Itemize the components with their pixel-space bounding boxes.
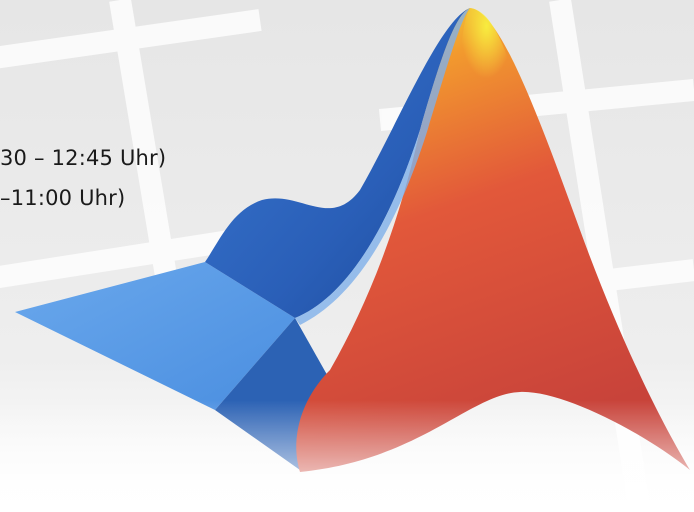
schedule-line: –11:00 Uhr) [0, 186, 126, 210]
schedule-line: 30 – 12:45 Uhr) [0, 146, 167, 170]
